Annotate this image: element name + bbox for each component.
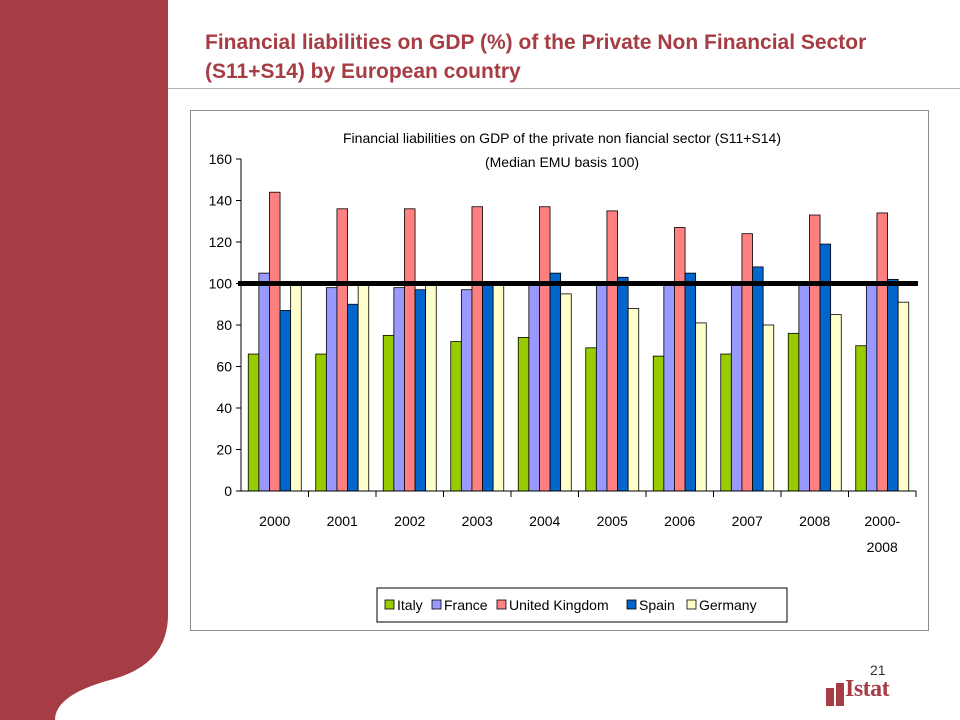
bar-italy <box>315 353 327 492</box>
bar-spain <box>482 283 494 492</box>
legend <box>376 587 788 623</box>
bar-germany <box>425 283 437 492</box>
legend-label: Spain <box>639 597 675 613</box>
bar-chart: Financial liabilities on GDP of the priv… <box>209 130 918 623</box>
bar-france <box>730 283 743 492</box>
x-tick-label: 2005 <box>597 513 628 529</box>
x-tick-label: 2008 <box>799 513 830 529</box>
bar-spain <box>279 310 292 492</box>
bar-france <box>258 272 270 492</box>
bar-united-kingdom <box>269 191 281 492</box>
bar-italy <box>247 353 260 492</box>
legend-label: France <box>444 597 488 613</box>
bar-spain <box>549 272 562 492</box>
bar-germany <box>290 283 302 492</box>
y-tick-label: 40 <box>216 400 232 416</box>
legend-label: Germany <box>699 597 757 613</box>
legend-label: United Kingdom <box>509 597 609 613</box>
bar-germany <box>627 307 640 492</box>
bar-france <box>460 289 473 492</box>
x-tick-label: 2003 <box>462 513 493 529</box>
y-tick-label: 100 <box>209 276 233 292</box>
legend-label: Italy <box>397 597 423 613</box>
bar-spain <box>684 272 697 492</box>
x-tick-label: 2008 <box>867 539 898 555</box>
y-tick-label: 20 <box>216 442 232 458</box>
y-tick-label: 140 <box>209 193 233 209</box>
bar-germany <box>357 283 370 492</box>
y-tick-label: 60 <box>216 359 232 375</box>
chart-title: Financial liabilities on GDP of the priv… <box>343 130 781 146</box>
page-title: Financial liabilities on GDP (%) of the … <box>205 31 867 83</box>
x-tick-label: 2000 <box>259 513 290 529</box>
x-tick-label: 2001 <box>327 513 358 529</box>
bar-united-kingdom <box>741 233 753 492</box>
bar-united-kingdom <box>336 208 348 492</box>
title-divider <box>168 88 960 89</box>
bar-united-kingdom <box>471 206 483 492</box>
bar-united-kingdom <box>539 206 551 492</box>
legend-swatch <box>686 599 697 610</box>
chart-subtitle: (Median EMU basis 100) <box>485 154 639 170</box>
bar-france <box>595 283 608 492</box>
legend-swatch <box>431 599 442 610</box>
bar-germany <box>560 293 572 492</box>
bar-united-kingdom <box>876 212 888 492</box>
bar-germany <box>762 324 775 492</box>
y-tick-label: 0 <box>224 483 232 499</box>
bar-united-kingdom <box>404 208 416 492</box>
bar-italy <box>585 347 597 492</box>
bar-spain <box>414 289 427 492</box>
bar-spain <box>887 278 899 492</box>
chart-container: Financial liabilities on GDP of the priv… <box>190 110 929 631</box>
bar-spain <box>347 303 359 492</box>
x-tick-label: 2000- <box>864 513 900 529</box>
sidebar-band <box>0 0 168 720</box>
legend-swatch <box>626 599 637 610</box>
x-tick-label: 2006 <box>664 513 695 529</box>
bar-france <box>393 287 405 492</box>
x-tick-label: 2007 <box>732 513 763 529</box>
bar-italy <box>517 337 530 492</box>
legend-swatch <box>384 599 395 610</box>
bar-italy <box>855 345 867 492</box>
bar-france <box>528 281 540 492</box>
bar-france <box>663 283 675 492</box>
bar-united-kingdom <box>674 227 686 492</box>
bar-spain <box>752 266 764 492</box>
y-tick-label: 80 <box>216 317 232 333</box>
page-number: 21 <box>870 662 886 678</box>
y-tick-label: 120 <box>209 234 233 250</box>
bar-germany <box>830 314 842 492</box>
bar-united-kingdom <box>809 214 821 492</box>
istat-logo-icon <box>826 683 844 706</box>
bar-germany <box>492 283 505 492</box>
bar-italy <box>652 355 665 492</box>
bar-italy <box>450 341 462 492</box>
legend-swatch <box>496 599 507 610</box>
bar-italy <box>787 332 800 492</box>
bar-spain <box>617 276 629 492</box>
bar-italy <box>382 334 395 492</box>
logo-wordmark: Istat <box>845 676 890 702</box>
bar-france <box>798 283 810 492</box>
bar-germany <box>695 322 707 492</box>
bar-france <box>325 287 338 492</box>
bar-united-kingdom <box>606 210 618 492</box>
x-tick-label: 2004 <box>529 513 560 529</box>
y-tick-label: 160 <box>209 151 233 167</box>
bar-france <box>865 283 878 492</box>
bar-germany <box>897 301 910 492</box>
bar-italy <box>720 353 732 492</box>
x-tick-label: 2002 <box>394 513 425 529</box>
